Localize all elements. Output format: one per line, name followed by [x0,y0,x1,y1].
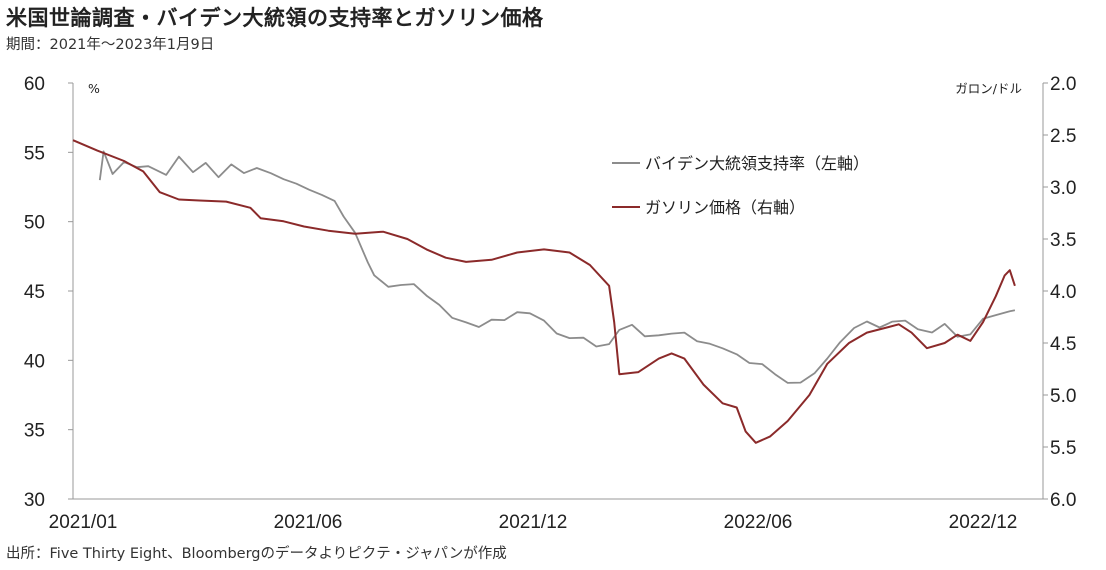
approval-rating-line [98,150,1016,384]
chart-axes: 60 55 50 45 40 35 30 2.0 2.5 3.0 3.5 4.0 4.5 5.0 5.5 6.… [24,74,1077,533]
left-tick-label: 60 [24,74,45,95]
right-axis-unit: ガロン/ドル [955,81,1022,96]
left-tick-label: 30 [24,490,45,511]
left-tick-label: 35 [24,421,45,442]
chart-title: 米国世論調査・バイデン大統領の支持率とガソリン価格 [6,6,544,30]
chart-legend: バイデン大統領支持率（左軸） ガソリン価格（右軸） [612,154,869,217]
chart-source: 出所：Five Thirty Eight、Bloombergのデータよりピクテ・… [6,546,507,562]
x-tick-label: 2021/01 [49,512,118,533]
right-tick-label: 4.0 [1050,282,1076,303]
right-tick-label: 3.0 [1050,178,1076,199]
x-tick-label: 2022/12 [949,512,1018,533]
left-tick-label: 40 [24,351,45,372]
right-tick-label: 4.5 [1050,334,1076,355]
left-axis-unit: % [88,81,100,96]
right-tick-label: 2.0 [1050,74,1076,95]
left-tick-label: 45 [24,282,45,303]
right-tick-label: 3.5 [1050,230,1076,251]
series-layer [72,139,1016,444]
right-tick-label: 2.5 [1050,126,1076,147]
legend-label: ガソリン価格（右軸） [645,198,805,217]
legend-label: バイデン大統領支持率（左軸） [645,154,869,173]
chart-period: 期間：2021年～2023年1月9日 [6,37,215,53]
left-tick-label: 55 [24,143,45,164]
left-tick-label: 50 [24,213,45,234]
x-tick-label: 2022/06 [724,512,793,533]
x-tick-label: 2021/12 [499,512,568,533]
right-tick-label: 5.5 [1050,438,1076,459]
right-tick-label: 6.0 [1050,490,1076,511]
x-tick-label: 2021/06 [274,512,343,533]
right-tick-label: 5.0 [1050,386,1076,407]
gasoline-price-line [72,139,1016,444]
